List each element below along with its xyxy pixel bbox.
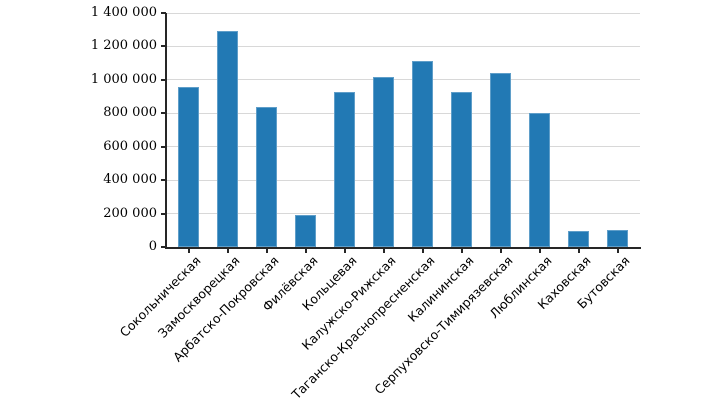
x-tick-mark: [187, 249, 190, 253]
y-tick-mark: [161, 78, 166, 81]
x-axis-spine: [165, 247, 641, 249]
bar-1: [217, 31, 238, 247]
y-tick-label: 0: [148, 239, 157, 254]
x-tick-mark: [382, 249, 385, 253]
bar-0: [178, 86, 199, 247]
y-tick-label: 600 000: [103, 138, 157, 154]
x-tick-mark: [577, 249, 580, 253]
x-tick-mark: [616, 249, 619, 253]
bar-8: [490, 73, 511, 247]
bar-10: [568, 231, 589, 247]
y-tick-mark: [161, 145, 166, 148]
y-tick-label: 1 400 000: [90, 5, 157, 20]
y-tick-label: 800 000: [103, 105, 157, 121]
gridline: [166, 45, 640, 47]
plot-area: [166, 12, 640, 247]
y-tick-mark: [161, 12, 166, 14]
x-tick-mark: [304, 249, 307, 253]
y-tick-label: 200 000: [103, 205, 157, 221]
x-tick-mark: [343, 249, 346, 253]
gridline: [166, 112, 640, 114]
x-tick-mark: [265, 249, 268, 253]
bar-5: [373, 76, 394, 247]
y-tick-label: 1 200 000: [90, 38, 157, 54]
y-tick-mark: [161, 246, 166, 248]
y-tick-mark: [161, 112, 166, 115]
y-tick-mark: [161, 45, 166, 48]
y-tick-label: 1 000 000: [90, 71, 157, 87]
x-tick-mark: [460, 249, 463, 253]
x-tick-mark: [538, 249, 541, 253]
y-tick-label: 400 000: [103, 172, 157, 188]
bar-7: [451, 91, 472, 247]
bar-3: [295, 215, 316, 247]
y-axis-spine: [165, 13, 167, 248]
gridline: [166, 146, 640, 148]
bar-6: [412, 60, 433, 247]
x-tick-mark: [226, 249, 229, 253]
y-tick-mark: [161, 179, 166, 182]
bar-4: [334, 91, 355, 247]
x-tick-mark: [421, 249, 424, 253]
x-tick-mark: [499, 249, 502, 253]
gridline: [166, 179, 640, 181]
gridline: [166, 79, 640, 81]
gridline: [166, 213, 640, 215]
bar-2: [256, 107, 277, 247]
bar-11: [607, 230, 628, 247]
y-tick-mark: [161, 212, 166, 215]
bar-9: [529, 113, 550, 247]
gridline: [166, 12, 640, 14]
